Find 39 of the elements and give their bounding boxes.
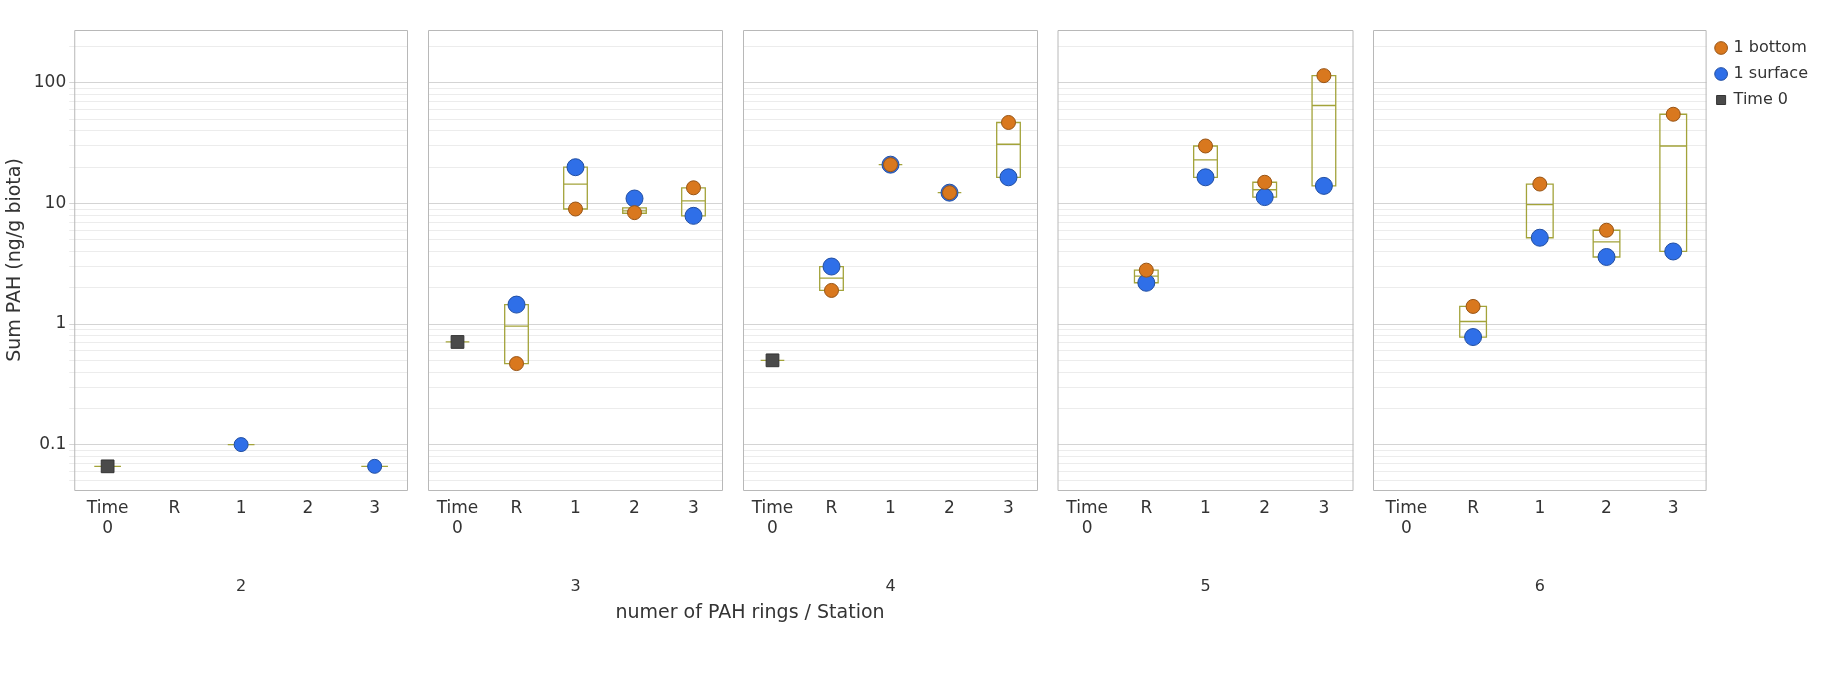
- x-tick-label: 1: [570, 496, 581, 517]
- x-axis-title: 2: [236, 575, 247, 595]
- x-tick-label: R: [510, 496, 523, 517]
- x-tick-label: Time 0: [1065, 496, 1108, 538]
- x-tick-label: 3: [369, 496, 381, 517]
- legend-label: 1 surface: [1733, 63, 1809, 83]
- x-tick-label: 2: [1601, 496, 1612, 517]
- y-tick-label: 100: [33, 71, 67, 92]
- text: numer of PAH rings / Station: [614, 600, 886, 622]
- legend-label: Time 0: [1732, 89, 1789, 109]
- x-tick-label: 2: [944, 496, 955, 517]
- x-tick-label: R: [825, 496, 838, 517]
- x-tick-label: 1: [235, 496, 247, 517]
- x-tick-label: 1: [1200, 496, 1211, 517]
- x-axis-title: 3: [570, 575, 581, 595]
- x-tick-label: Time 0: [1384, 496, 1428, 538]
- x-axis-title: 6: [1534, 575, 1545, 595]
- x-tick-label: Time 0: [750, 496, 794, 538]
- x-tick-label: R: [1467, 496, 1480, 517]
- x-tick-label: Time 0: [85, 496, 129, 538]
- x-tick-label: 3: [1003, 496, 1014, 517]
- y-tick-label: 10: [44, 191, 67, 212]
- x-tick-label: 3: [1318, 496, 1330, 517]
- y-axis-title: Sum PAH (ng/g biota): [2, 158, 25, 362]
- y-tick-label: 1: [55, 312, 67, 333]
- x-tick-label: Time 0: [435, 496, 479, 538]
- y-tick-label: 0.1: [39, 433, 67, 454]
- x-axis-title: 4: [885, 575, 896, 595]
- x-tick-label: 3: [688, 496, 699, 517]
- x-tick-label: 1: [1534, 496, 1546, 517]
- x-axis-title: 5: [1200, 575, 1211, 595]
- x-tick-label: 1: [885, 496, 896, 517]
- legend-label: 1 bottom: [1733, 37, 1807, 57]
- x-tick-label: 2: [302, 496, 314, 517]
- x-tick-label: 2: [1259, 496, 1271, 517]
- x-tick-label: R: [168, 496, 181, 517]
- x-tick-label: R: [1140, 496, 1153, 517]
- x-tick-label: 3: [1667, 496, 1679, 517]
- x-tick-label: 2: [629, 496, 640, 517]
